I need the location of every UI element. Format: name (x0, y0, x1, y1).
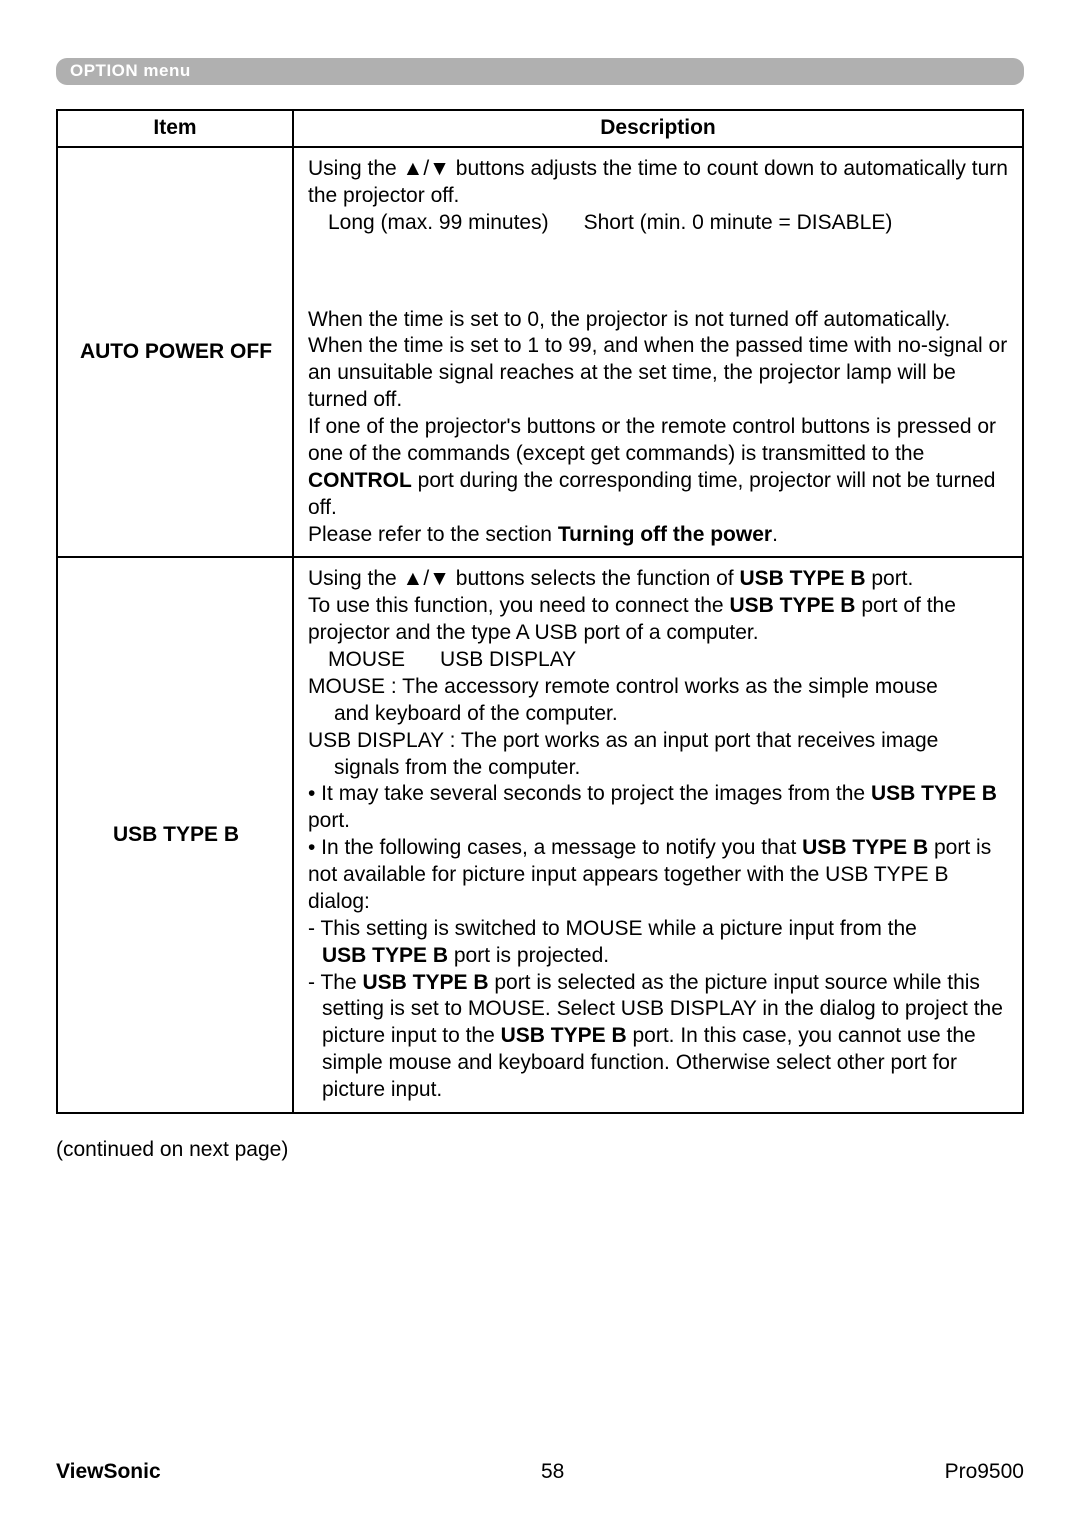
blank-spacer (308, 237, 1010, 307)
text-fragment: Please refer to the section (308, 523, 558, 546)
range-short: Short (min. 0 minute = DISABLE) (584, 211, 893, 234)
text: MOUSE USB DISPLAY (308, 647, 1010, 674)
text-fragment: port. (308, 809, 350, 832)
text-fragment: • It may take several seconds to project… (308, 782, 871, 805)
bold-text: USB TYPE B (739, 567, 865, 590)
text: signals from the computer. (308, 755, 1010, 782)
text: If one of the projector's buttons or the… (308, 415, 996, 519)
options-table: Item Description AUTO POWER OFF Using th… (56, 109, 1024, 1114)
text-fragment: port is projected. (448, 944, 609, 967)
desc-cell-usb-type-b: Using the ▲/▼ buttons selects the functi… (293, 557, 1023, 1113)
text: - The USB TYPE B port is selected as the… (308, 970, 1010, 1104)
text: To use this function, you need to connec… (308, 594, 956, 644)
text: When the time is set to 0, the projector… (308, 308, 950, 331)
option-usb-display: USB DISPLAY (440, 648, 576, 671)
text-fragment: Using the ▲/▼ buttons selects the functi… (308, 567, 739, 590)
footer-pageno: 58 (541, 1460, 564, 1484)
footer-model: Pro9500 (945, 1460, 1024, 1484)
bold-text: USB TYPE B (322, 944, 448, 967)
item-cell-auto-power-off: AUTO POWER OFF (57, 147, 293, 558)
table-row: AUTO POWER OFF Using the ▲/▼ buttons adj… (57, 147, 1023, 558)
bold-text: USB TYPE B (871, 782, 997, 805)
text: Long (max. 99 minutes) Short (min. 0 min… (308, 210, 1010, 237)
table-row: USB TYPE B Using the ▲/▼ buttons selects… (57, 557, 1023, 1113)
text-fragment: port during the corresponding time, proj… (308, 469, 995, 519)
text-fragment: port. (866, 567, 914, 590)
continued-note: (continued on next page) (56, 1138, 1024, 1162)
range-long: Long (max. 99 minutes) (328, 211, 549, 234)
text-fragment: . (772, 523, 778, 546)
text: Using the ▲/▼ buttons adjusts the time t… (308, 157, 1008, 207)
text: USB TYPE B port is projected. (308, 943, 1010, 970)
text: and keyboard of the computer. (308, 701, 1010, 728)
text: MOUSE : The accessory remote control wor… (308, 675, 938, 698)
text: - This setting is switched to MOUSE whil… (308, 916, 1010, 943)
bold-text: USB TYPE B (729, 594, 855, 617)
text: When the time is set to 1 to 99, and whe… (308, 334, 1007, 411)
text-fragment: If one of the projector's buttons or the… (308, 415, 996, 465)
bold-text: Turning off the power (558, 523, 772, 546)
col-header-item: Item (57, 110, 293, 147)
text-fragment: • In the following cases, a message to n… (308, 836, 802, 859)
desc-cell-auto-power-off: Using the ▲/▼ buttons adjusts the time t… (293, 147, 1023, 558)
bold-text: USB TYPE B (501, 1024, 627, 1047)
footer-brand: ViewSonic (56, 1460, 161, 1484)
bold-text: CONTROL (308, 469, 412, 492)
page-footer: ViewSonic 58 Pro9500 (56, 1460, 1024, 1484)
text: • It may take several seconds to project… (308, 782, 997, 832)
section-header-bar: OPTION menu (56, 58, 1024, 85)
text: • In the following cases, a message to n… (308, 836, 991, 913)
text-fragment: To use this function, you need to connec… (308, 594, 729, 617)
section-header-label: OPTION menu (70, 61, 191, 80)
text-fragment: - The (308, 971, 362, 994)
bold-text: USB TYPE B (802, 836, 928, 859)
bold-text: USB TYPE B (362, 971, 488, 994)
option-mouse: MOUSE (328, 648, 405, 671)
text: Please refer to the section Turning off … (308, 523, 778, 546)
item-cell-usb-type-b: USB TYPE B (57, 557, 293, 1113)
text: Using the ▲/▼ buttons selects the functi… (308, 567, 913, 590)
document-page: OPTION menu Item Description AUTO POWER … (0, 0, 1080, 1532)
table-header-row: Item Description (57, 110, 1023, 147)
text-fragment: - This setting is switched to MOUSE whil… (308, 917, 917, 940)
col-header-desc: Description (293, 110, 1023, 147)
text: USB DISPLAY : The port works as an input… (308, 729, 938, 752)
